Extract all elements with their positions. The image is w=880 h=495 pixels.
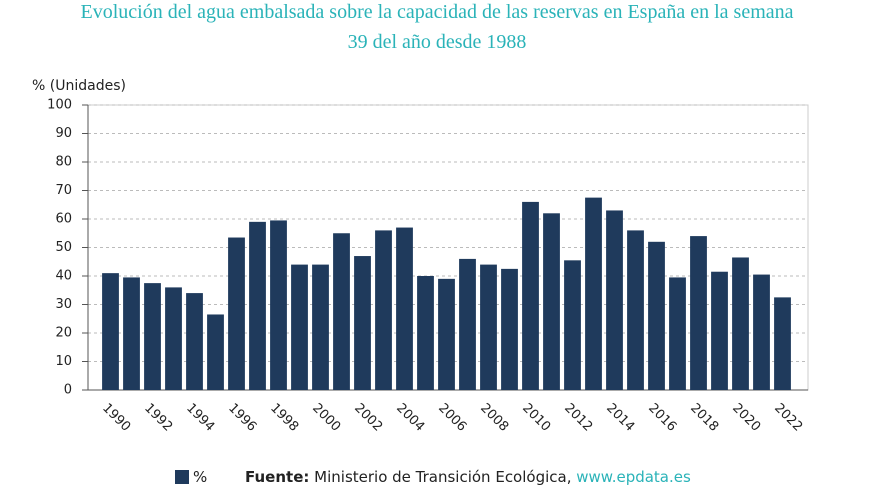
bar xyxy=(438,278,455,390)
x-tick-label: 1992 xyxy=(141,401,175,435)
y-tick-label: 30 xyxy=(55,297,72,312)
source-link[interactable]: www.epdata.es xyxy=(576,468,691,486)
bar xyxy=(165,287,182,390)
y-tick-label: 40 xyxy=(55,269,72,284)
bar xyxy=(585,197,602,390)
x-tick-label: 2016 xyxy=(645,401,679,435)
bar xyxy=(270,220,287,390)
bar xyxy=(690,236,707,390)
bar xyxy=(627,230,644,390)
x-tick-label: 1998 xyxy=(267,401,301,435)
bar xyxy=(753,274,770,390)
bar xyxy=(774,297,791,390)
legend: % Fuente: Ministerio de Transición Ecoló… xyxy=(175,468,691,486)
bar xyxy=(186,293,203,390)
x-tick-label: 2018 xyxy=(687,401,721,435)
x-tick-label: 2000 xyxy=(309,401,343,435)
y-tick-label: 60 xyxy=(55,212,72,227)
bar xyxy=(543,213,560,390)
bar xyxy=(228,237,245,390)
x-tick-label: 1990 xyxy=(99,401,133,435)
bar xyxy=(291,264,308,390)
x-tick-label: 2012 xyxy=(561,401,595,435)
source: Fuente: Ministerio de Transición Ecológi… xyxy=(245,468,691,486)
bar xyxy=(522,201,539,390)
chart-subtitle: 39 del año desde 1988 xyxy=(348,31,527,53)
x-tick-label: 1996 xyxy=(225,401,259,435)
legend-label: % xyxy=(193,468,207,486)
y-axis-label: % (Unidades) xyxy=(32,78,126,94)
bar xyxy=(564,260,581,390)
bar xyxy=(417,276,434,390)
y-tick-label: 100 xyxy=(47,98,72,113)
bar xyxy=(501,268,518,390)
y-tick-label: 90 xyxy=(55,126,72,141)
bar xyxy=(123,277,140,390)
x-tick-label: 2006 xyxy=(435,401,469,435)
x-tick-label: 2014 xyxy=(603,401,637,435)
y-tick-label: 20 xyxy=(55,326,72,341)
bar xyxy=(354,256,371,390)
y-tick-label: 10 xyxy=(55,354,72,369)
bar xyxy=(333,233,350,390)
bar xyxy=(711,271,728,390)
source-label: Fuente: xyxy=(245,468,309,486)
bar xyxy=(669,277,686,390)
y-tick-label: 0 xyxy=(64,383,72,398)
bar xyxy=(249,221,266,390)
x-tick-label: 2008 xyxy=(477,401,511,435)
y-tick-label: 80 xyxy=(55,155,72,170)
bar xyxy=(144,283,161,390)
x-tick-label: 2002 xyxy=(351,401,385,435)
bar xyxy=(606,210,623,390)
chart-title: Evolución del agua embalsada sobre la ca… xyxy=(80,1,793,23)
source-text: Ministerio de Transición Ecológica, xyxy=(314,468,571,486)
bar xyxy=(396,227,413,390)
x-tick-label: 2020 xyxy=(729,401,763,435)
y-tick-label: 50 xyxy=(55,240,72,255)
x-tick-label: 2022 xyxy=(771,401,805,435)
bar xyxy=(480,264,497,390)
bar xyxy=(648,241,665,390)
x-tick-label: 1994 xyxy=(183,401,217,435)
bar xyxy=(207,314,224,390)
bar xyxy=(102,273,119,390)
y-tick-label: 70 xyxy=(55,183,72,198)
bar xyxy=(459,258,476,390)
x-tick-label: 2004 xyxy=(393,401,427,435)
bar xyxy=(732,257,749,390)
legend-swatch xyxy=(175,470,189,484)
bar xyxy=(375,230,392,390)
bar xyxy=(312,264,329,390)
x-tick-label: 2010 xyxy=(519,401,553,435)
